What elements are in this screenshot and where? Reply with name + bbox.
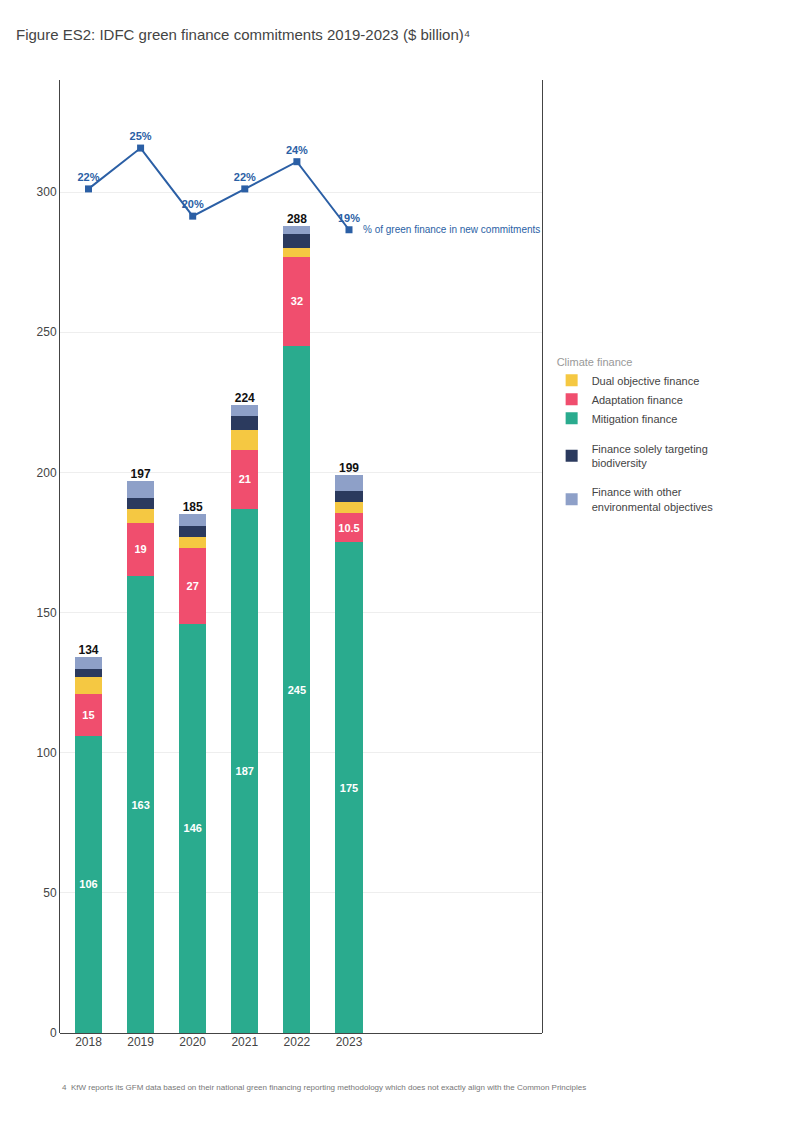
svg-text:185: 185 <box>183 500 203 514</box>
svg-text:106: 106 <box>79 878 97 890</box>
svg-text:50: 50 <box>43 886 57 900</box>
svg-text:2020: 2020 <box>179 1035 206 1049</box>
svg-text:2018: 2018 <box>75 1035 102 1049</box>
svg-text:300: 300 <box>37 185 57 199</box>
svg-text:22%: 22% <box>234 171 256 183</box>
svg-text:25%: 25% <box>130 130 152 142</box>
svg-text:Climate finance: Climate finance <box>557 356 633 368</box>
svg-text:2023: 2023 <box>336 1035 363 1049</box>
svg-text:10.5: 10.5 <box>338 522 359 534</box>
svg-text:224: 224 <box>235 391 255 405</box>
svg-text:Dual objective finance: Dual objective finance <box>592 375 700 387</box>
svg-text:146: 146 <box>184 822 202 834</box>
svg-text:187: 187 <box>236 765 254 777</box>
svg-text:200: 200 <box>37 466 57 480</box>
svg-text:175: 175 <box>340 782 358 794</box>
svg-text:199: 199 <box>339 461 359 475</box>
svg-text:197: 197 <box>131 467 151 481</box>
svg-text:Mitigation finance: Mitigation finance <box>592 413 678 425</box>
svg-text:32: 32 <box>291 295 303 307</box>
svg-text:19%: 19% <box>338 212 360 224</box>
svg-text:2022: 2022 <box>284 1035 311 1049</box>
svg-text:163: 163 <box>131 799 149 811</box>
svg-text:15: 15 <box>82 709 94 721</box>
svg-text:Finance with otherenvironmenta: Finance with otherenvironmental objectiv… <box>592 486 714 512</box>
svg-text:19: 19 <box>134 543 146 555</box>
svg-text:2019: 2019 <box>127 1035 154 1049</box>
svg-text:20%: 20% <box>182 198 204 210</box>
svg-text:245: 245 <box>288 684 306 696</box>
svg-text:134: 134 <box>78 643 98 657</box>
svg-text:2021: 2021 <box>231 1035 258 1049</box>
svg-text:27: 27 <box>187 580 199 592</box>
svg-text:Figure ES2: IDFC green finance: Figure ES2: IDFC green finance commitmen… <box>16 26 470 43</box>
svg-text:150: 150 <box>37 606 57 620</box>
svg-text:250: 250 <box>37 325 57 339</box>
svg-text:% of green finance in new comm: % of green finance in new commitments <box>363 224 540 235</box>
svg-text:21: 21 <box>239 473 251 485</box>
svg-text:Finance solely targetingbiodiv: Finance solely targetingbiodiversity <box>592 443 708 469</box>
svg-text:0: 0 <box>50 1026 57 1040</box>
svg-text:288: 288 <box>287 212 307 226</box>
svg-text:24%: 24% <box>286 144 308 156</box>
svg-text:4 KfW reports its GFM data ba: 4 KfW reports its GFM data based on thei… <box>62 1083 586 1092</box>
svg-text:Adaptation finance: Adaptation finance <box>592 394 683 406</box>
svg-text:100: 100 <box>37 746 57 760</box>
svg-text:22%: 22% <box>77 171 99 183</box>
